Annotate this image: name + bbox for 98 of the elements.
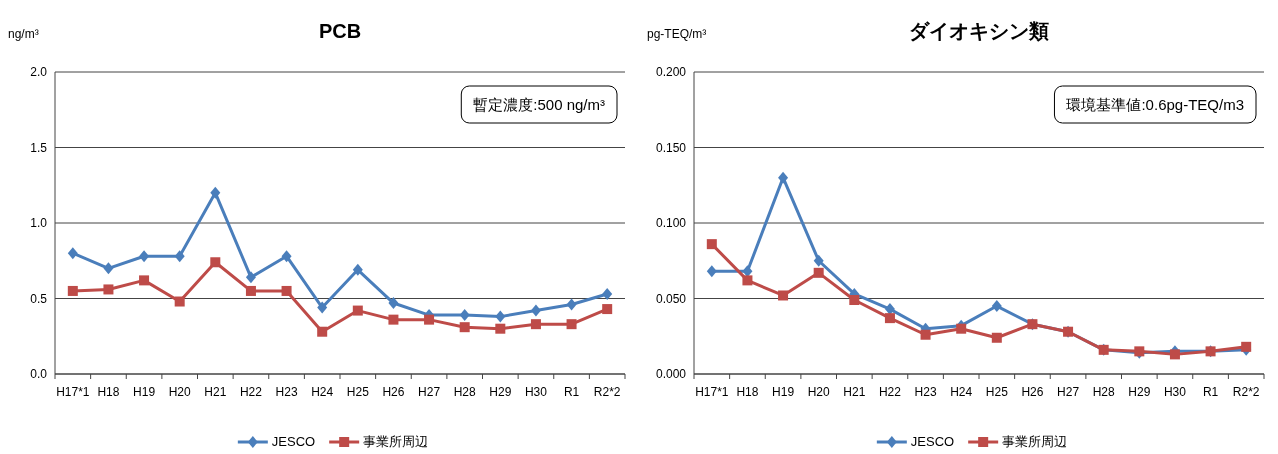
point xyxy=(742,275,753,286)
x-tick-label: H21 xyxy=(204,385,227,399)
y-tick-label: 1.0 xyxy=(30,216,48,230)
point xyxy=(849,295,860,306)
point xyxy=(495,310,506,323)
y-tick-label: 0.100 xyxy=(655,216,687,230)
y-tick-label: 0.5 xyxy=(30,291,48,306)
x-tick-label: H24 xyxy=(311,385,334,399)
y-tick-label: 0.0 xyxy=(30,367,48,381)
x-tick-label: H18 xyxy=(97,385,120,399)
x-tick-label: H23 xyxy=(914,385,937,399)
y-axis-title: pg-TEQ/m³ xyxy=(647,27,707,41)
x-tick-label: H29 xyxy=(1128,385,1151,399)
x-tick-label: R2*2 xyxy=(1232,385,1260,399)
point xyxy=(103,262,114,275)
point xyxy=(602,287,613,300)
point xyxy=(139,250,150,263)
point xyxy=(352,263,363,276)
point xyxy=(174,296,185,307)
point xyxy=(778,290,789,301)
point xyxy=(210,186,221,199)
legend-label: JESCO xyxy=(271,434,316,449)
point xyxy=(281,250,292,263)
point xyxy=(566,298,577,311)
point xyxy=(991,332,1002,343)
point xyxy=(602,304,613,315)
x-tick-label: H19 xyxy=(133,385,156,399)
point xyxy=(530,319,541,330)
x-tick-label: H17*1 xyxy=(695,385,729,399)
y-tick-label: 0.150 xyxy=(655,140,687,155)
x-tick-label: H25 xyxy=(346,385,370,399)
x-tick-label: H30 xyxy=(524,385,548,399)
point xyxy=(778,171,789,184)
point xyxy=(245,285,256,296)
point xyxy=(424,314,435,325)
point xyxy=(388,314,399,325)
x-tick-label: H25 xyxy=(985,385,1009,399)
x-tick-label: H18 xyxy=(736,385,759,399)
point xyxy=(566,319,577,330)
y-axis-title: ng/m³ xyxy=(8,27,39,41)
x-tick-label: R1 xyxy=(1202,385,1219,399)
x-tick-label: H23 xyxy=(275,385,298,399)
x-tick-label: H20 xyxy=(168,385,192,399)
x-tick-label: H27 xyxy=(1057,385,1080,399)
point xyxy=(317,326,328,337)
x-tick-label: H19 xyxy=(772,385,795,399)
x-tick-label: R1 xyxy=(563,385,580,399)
point xyxy=(459,309,470,322)
point xyxy=(813,267,824,278)
point xyxy=(210,257,221,268)
y-tick-label: 0.000 xyxy=(655,367,687,381)
point xyxy=(174,250,185,263)
point xyxy=(706,265,717,278)
point xyxy=(920,329,931,340)
x-tick-label: H17*1 xyxy=(56,385,90,399)
x-tick-label: H26 xyxy=(382,385,405,399)
x-tick-label: R2*2 xyxy=(593,385,621,399)
point xyxy=(67,285,78,296)
y-tick-label: 0.050 xyxy=(655,291,687,306)
point xyxy=(103,284,114,295)
chart-title: PCB xyxy=(318,20,362,42)
x-tick-label: H30 xyxy=(1163,385,1187,399)
point xyxy=(67,247,78,260)
legend-label: 事業所周辺 xyxy=(1002,434,1068,449)
legend-label: 事業所周辺 xyxy=(363,434,429,449)
point xyxy=(388,297,399,310)
point xyxy=(352,305,363,316)
x-tick-label: H28 xyxy=(453,385,477,399)
x-tick-label: H20 xyxy=(807,385,831,399)
point xyxy=(813,254,824,267)
point xyxy=(706,239,717,250)
point xyxy=(991,300,1002,313)
x-tick-label: H22 xyxy=(239,385,263,399)
point xyxy=(459,322,470,333)
point xyxy=(317,301,328,314)
annotation: 環境基準値:0.6pg-TEQ/m3 xyxy=(1066,96,1244,113)
point xyxy=(884,313,895,324)
x-tick-label: H21 xyxy=(843,385,866,399)
x-tick-label: H26 xyxy=(1021,385,1044,399)
point xyxy=(1241,341,1252,352)
x-tick-label: H22 xyxy=(878,385,902,399)
point xyxy=(281,285,292,296)
legend-label: JESCO xyxy=(910,434,955,449)
x-tick-label: H24 xyxy=(950,385,973,399)
y-tick-label: 1.5 xyxy=(30,140,48,155)
point xyxy=(495,323,506,334)
point xyxy=(139,275,150,286)
chart-title: ダイオキシン類 xyxy=(909,20,1049,42)
x-tick-label: H27 xyxy=(418,385,441,399)
point xyxy=(956,323,967,334)
x-tick-label: H28 xyxy=(1092,385,1116,399)
point xyxy=(245,271,256,284)
y-tick-label: 0.200 xyxy=(655,65,687,79)
y-tick-label: 2.0 xyxy=(30,65,48,79)
point xyxy=(1169,349,1180,360)
annotation: 暫定濃度:500 ng/m³ xyxy=(473,96,605,113)
point xyxy=(530,304,541,317)
x-tick-label: H29 xyxy=(489,385,512,399)
